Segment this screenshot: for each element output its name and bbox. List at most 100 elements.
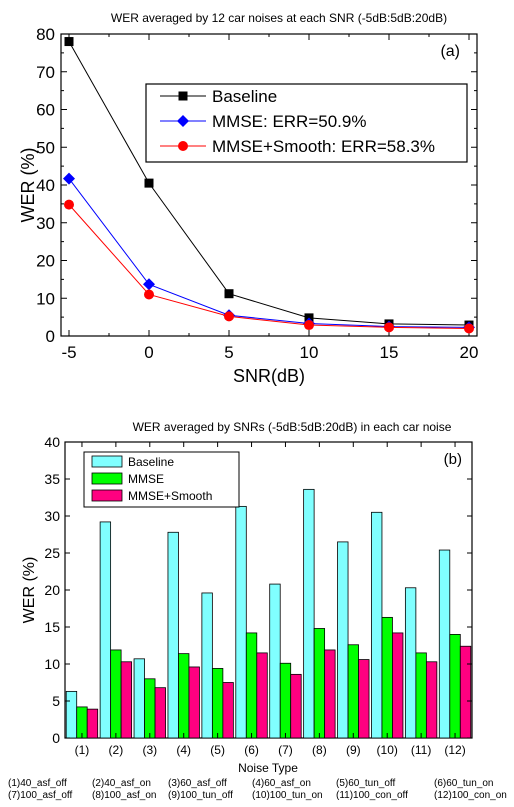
chart-b-bar: [347, 644, 359, 739]
chart-b-footnote: (5)60_tun_off: [336, 778, 396, 789]
chart-b-bar: [178, 653, 190, 739]
chart-b-bar: [65, 690, 78, 739]
chart-b-bar: [235, 505, 247, 739]
chart-a-legend: Baseline MMSE: ERR=50.9% MMSE+Smooth: ERR=…: [145, 83, 468, 163]
chart-a-xtick-label: 10: [300, 343, 319, 362]
chart-b-bar: [201, 592, 213, 739]
chart-b-bar: [120, 661, 133, 739]
chart-a-legend-marker: [178, 141, 188, 151]
chart-b-bar: [99, 521, 112, 739]
chart-a-ytick-label: 80: [36, 25, 55, 44]
chart-b-ytick-label: 0: [52, 730, 60, 746]
chart-a-series-line: [68, 178, 470, 328]
chart-b-bar: [449, 634, 461, 739]
chart-b-bar: [245, 632, 258, 739]
chart-b-xtick-label: (5): [210, 743, 225, 757]
chart-a-point: [63, 172, 75, 185]
chart-a-point: [64, 199, 74, 210]
chart-b-footnote: (12)100_con_on: [434, 790, 507, 801]
chart-b-footnote: (9)100_tun_off: [168, 790, 233, 801]
chart-b-bar: [324, 649, 336, 739]
chart-a-ytick-label: 10: [36, 289, 55, 308]
chart-b-bar: [337, 541, 349, 739]
chart-b-xtick-label: (3): [142, 743, 157, 757]
chart-b-footnote: (7)100_asf_off: [8, 790, 73, 801]
chart-b-bar: [290, 673, 302, 739]
chart-b-legend-swatch: [91, 489, 123, 502]
chart-a-ytick-label: 20: [36, 252, 55, 271]
chart-a-xlabel: SNR(dB): [233, 366, 305, 386]
chart-a-ytick-label: 40: [36, 176, 55, 195]
chart-b-bar: [313, 628, 326, 739]
chart-b-ytick-label: 10: [44, 656, 60, 672]
chart-b-title: WER averaged by SNRs (-5dB:5dB:20dB) in …: [133, 420, 452, 434]
chart-b-footnotes: (1)40_asf_off (2)40_asf_on (3)60_asf_off (4…: [8, 778, 507, 801]
chart-a-point: [224, 289, 234, 299]
chart-a-legend-marker: [178, 91, 188, 101]
chart-a-xtick-label: 20: [460, 343, 479, 362]
chart-b-footnote: (2)40_asf_on: [92, 778, 151, 789]
chart-a-legend-marker: [177, 115, 189, 127]
chart-b-bar: [86, 708, 99, 739]
chart-b-bar: [459, 645, 472, 739]
chart-b-bar: [256, 652, 268, 739]
chart-a-title: WER averaged by 12 car noises at each SN…: [111, 11, 447, 25]
chart-b-xtick-label: (10): [377, 743, 398, 757]
chart-b: WER averaged by SNRs (-5dB:5dB:20dB) in …: [8, 420, 507, 801]
chart-b-xtick-label: (9): [346, 743, 361, 757]
chart-a-ytick-label: 70: [36, 63, 55, 82]
chart-a-point: [144, 289, 154, 300]
chart-b-legend-label: MMSE: [128, 472, 164, 486]
chart-b-bar: [381, 616, 393, 739]
chart-a-point: [224, 311, 234, 322]
chart-b-xtick-label: (1): [75, 743, 90, 757]
chart-b-bar: [154, 687, 166, 739]
chart-b-ytick-label: 5: [52, 693, 60, 709]
chart-a-series-line: [68, 204, 470, 329]
chart-a-ytick-label: 30: [36, 214, 55, 233]
chart-b-bar: [392, 632, 404, 739]
chart-a-ytick-label: 0: [46, 327, 55, 346]
chart-b-legend: Baseline MMSE MMSE+Smooth: [83, 451, 240, 508]
chart-b-ticks: 0 5 10 15 20 25 30 35 40 (1) (2) (3) (4) (5) (6) (7) (8)…: [44, 434, 472, 757]
chart-a-ytick-label: 60: [36, 101, 55, 120]
chart-b-ytick-label: 40: [44, 434, 60, 450]
chart-b-xtick-label: (7): [278, 743, 293, 757]
chart-b-xtick-label: (6): [244, 743, 259, 757]
chart-b-bar: [222, 682, 234, 739]
chart-b-footnote: (6)60_tun_on: [434, 778, 494, 789]
chart-b-footnote: (3)60_asf_off: [168, 778, 227, 789]
chart-a-series-line: [68, 41, 470, 326]
chart-b-bar: [269, 583, 281, 739]
chart-a-xtick-label: 15: [380, 343, 399, 362]
chart-a-xtick-label: -5: [61, 343, 76, 362]
chart-b-xtick-label: (4): [176, 743, 191, 757]
chart-a-ytick-label: 50: [36, 138, 55, 157]
chart-b-bar: [303, 488, 315, 739]
chart-a-point: [144, 178, 154, 188]
chart-b-xlabel: Noise Type: [238, 761, 298, 775]
chart-a-point: [304, 320, 314, 331]
chart-b-bar: [404, 587, 417, 739]
chart-a-series: [63, 37, 475, 334]
chart-b-bar: [438, 549, 451, 739]
chart-b-ytick-label: 25: [44, 545, 60, 561]
chart-b-panel-label: (b): [444, 451, 462, 468]
chart-b-bar: [110, 649, 122, 739]
chart-b-footnote: (8)100_asf_on: [92, 790, 157, 801]
chart-b-bar: [371, 511, 383, 739]
chart-a: WER averaged by 12 car noises at each SN…: [18, 11, 478, 386]
chart-a-point: [384, 322, 394, 333]
chart-b-legend-label: Baseline: [128, 455, 174, 469]
chart-b-ytick-label: 20: [44, 582, 60, 598]
chart-a-xtick-label: 5: [224, 343, 233, 362]
chart-a-point: [143, 278, 155, 291]
chart-b-footnote: (1)40_asf_off: [8, 778, 67, 789]
chart-b-bar: [133, 658, 145, 739]
chart-b-bar: [425, 661, 438, 739]
chart-a-point: [464, 323, 474, 334]
chart-b-xtick-label: (2): [109, 743, 124, 757]
chart-a-point: [64, 37, 74, 47]
chart-a-panel-label: (a): [440, 43, 460, 60]
